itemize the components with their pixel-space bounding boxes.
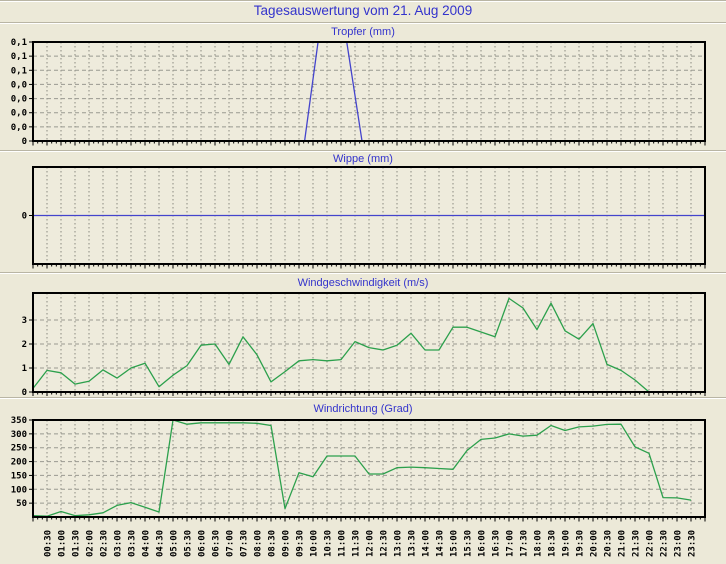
x-tick-labels: 00:30 01:00 01:30 02:00 02:30 03:00 03:30 04:00… [44,530,698,557]
x-tick-label: 08:00 [254,530,264,557]
y-tick-label: 50 [16,499,27,509]
x-tick-label: 17:00 [506,530,516,557]
chart-title-windgeschwindigkeit: Windgeschwindigkeit (m/s) [297,277,429,289]
plot-border [32,166,706,265]
chart-panel-wippe: Wippe (mm) 0 [0,152,726,272]
x-tick-label: 02:30 [100,530,110,557]
y-tick-label: 0 [22,137,27,147]
x-tick-label: 19:00 [562,530,572,557]
y-tick-label: 100 [11,485,27,495]
panel-divider-1 [0,150,726,152]
x-tick-label: 03:30 [128,530,138,557]
y-tick-label: 0 [22,212,27,222]
x-tick-label: 20:30 [604,530,614,557]
top-divider [0,0,726,2]
y-tick-label: 250 [11,444,27,454]
y-tick-label: 0,1 [11,52,27,62]
x-tick-label: 23:30 [688,530,698,557]
plot-border [32,419,706,518]
x-tick-label: 00:30 [44,530,54,557]
y-tick-label: 300 [11,430,27,440]
y-tick-label: 0,0 [11,123,27,133]
y-tick-label: 0,1 [11,66,27,76]
y-tick-label: 3 [22,316,27,326]
tropfer-plot: 0,1 0,1 0,1 0,0 0,0 0,0 0,0 0 [11,38,706,147]
title-divider [0,22,726,24]
windgeschwindigkeit-line [33,297,650,392]
y-tick-label: 1 [22,364,27,374]
x-tick-label: 23:00 [674,530,684,557]
x-tick-label: 15:00 [450,530,460,557]
x-tick-label: 04:30 [156,530,166,557]
x-tick-label: 04:00 [142,530,152,557]
page-title: Tagesauswertung vom 21. Aug 2009 [253,3,473,18]
chart-panel-tropfer: Tropfer (mm) 0,1 0,1 0,1 0,0 0,0 0,0 0,0 0 [0,24,726,150]
x-tick-label: 06:00 [198,530,208,557]
x-tick-label: 07:30 [240,530,250,557]
x-tick-label: 12:30 [380,530,390,557]
axis-ticks [29,319,706,396]
y-tick-label: 350 [11,416,27,426]
x-tick-label: 13:00 [394,530,404,557]
wippe-plot: 0 [22,166,706,269]
plot-border [32,292,706,393]
x-tick-label: 18:00 [534,530,544,557]
x-tick-label: 22:30 [660,530,670,557]
y-tick-label: 0 [22,388,27,396]
x-tick-label: 12:00 [366,530,376,557]
panel-divider-2 [0,272,726,274]
chart-panel-windgeschwindigkeit: Windgeschwindigkeit (m/s) 0 1 2 3 [0,274,726,396]
y-tick-label: 0,1 [11,38,27,48]
x-tick-label: 14:00 [422,530,432,557]
y-tick-label: 0,0 [11,109,27,119]
x-tick-label: 19:30 [576,530,586,557]
x-tick-label: 18:30 [548,530,558,557]
x-tick-label: 07:00 [226,530,236,557]
x-tick-label: 16:30 [492,530,502,557]
grid [33,41,705,142]
x-tick-label: 21:30 [632,530,642,557]
plot-border [32,41,706,142]
x-tick-label: 13:30 [408,530,418,557]
chart-panel-windrichtung: Windrichtung (Grad) 350 300 250 200 150 100 50… [0,399,726,564]
x-tick-label: 10:00 [310,530,320,557]
windrichtung-plot: 350 300 250 200 150 100 50 00:30 01:00 01:30 02:00… [11,416,706,557]
x-tick-label: 20:00 [590,530,600,557]
panel-divider-3 [0,397,726,399]
y-tick-label: 0,0 [11,95,27,105]
y-tick-label: 0,0 [11,80,27,90]
x-tick-label: 05:30 [184,530,194,557]
x-tick-label: 14:30 [436,530,446,557]
x-tick-label: 11:30 [352,530,362,557]
chart-title-windrichtung: Windrichtung (Grad) [313,403,413,415]
y-tick-label: 150 [11,471,27,481]
x-tick-label: 01:00 [58,530,68,557]
x-tick-label: 02:00 [86,530,96,557]
windgeschwindigkeit-plot: 0 1 2 3 [22,292,706,396]
x-tick-label: 08:30 [268,530,278,557]
y-tick-label: 2 [22,340,27,350]
x-tick-label: 05:00 [170,530,180,557]
y-tick-label: 200 [11,458,27,468]
x-tick-label: 09:30 [296,530,306,557]
x-tick-label: 15:30 [464,530,474,557]
x-tick-label: 22:00 [646,530,656,557]
windrichtung-line [33,420,692,517]
x-tick-label: 17:30 [520,530,530,557]
x-tick-label: 21:00 [618,530,628,557]
x-tick-label: 10:30 [324,530,334,557]
x-tick-label: 01:30 [72,530,82,557]
x-tick-label: 06:30 [212,530,222,557]
x-tick-label: 09:00 [282,530,292,557]
x-tick-label: 03:00 [114,530,124,557]
x-tick-label: 16:00 [478,530,488,557]
grid [33,419,705,517]
chart-title-tropfer: Tropfer (mm) [331,26,395,38]
x-tick-label: 11:00 [338,530,348,557]
chart-title-wippe: Wippe (mm) [333,153,393,165]
